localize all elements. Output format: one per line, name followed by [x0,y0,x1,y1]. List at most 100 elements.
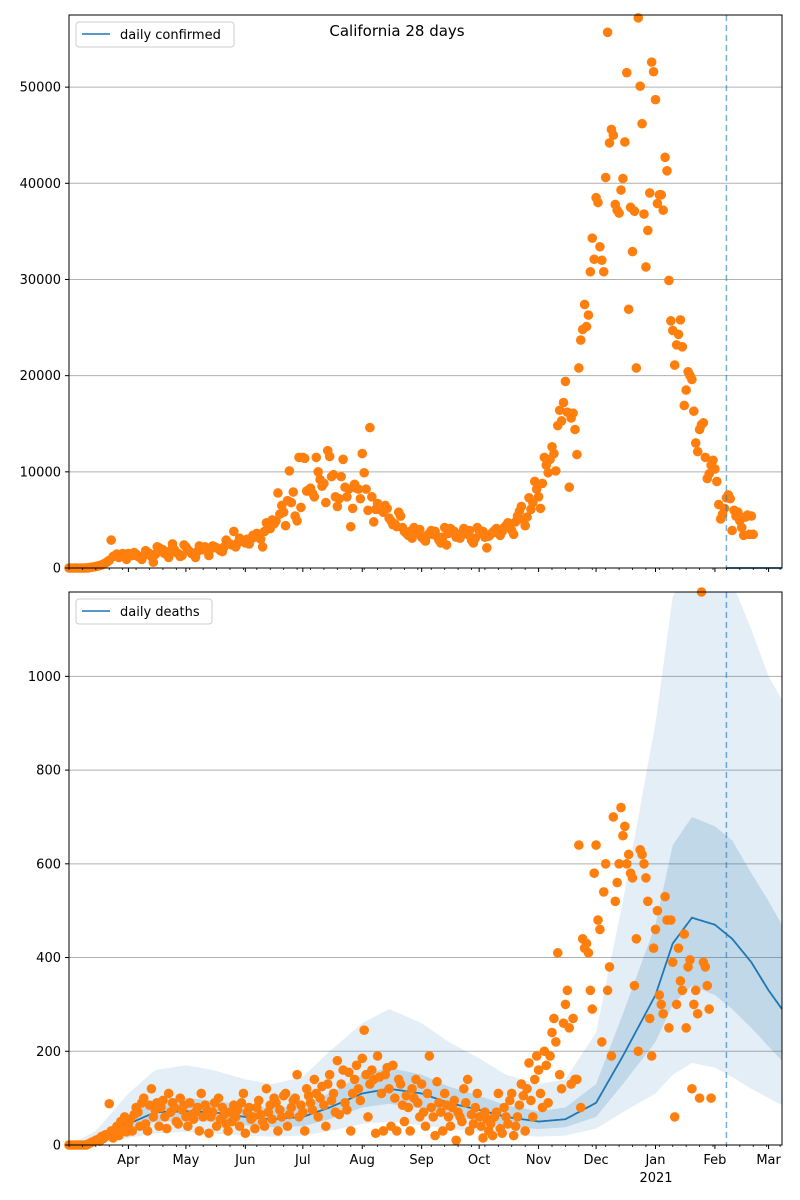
death-point [430,1130,440,1141]
death-point [261,1083,272,1094]
confirmed-point [572,449,582,460]
death-point [259,1121,270,1132]
death-point [407,1083,417,1094]
confirmed-panel: 0 10000 20000 30000 40000 50000 daily confirm… [20,13,783,577]
death-point [639,859,649,869]
death-point [196,1088,207,1099]
confirmed-point [690,438,701,448]
death-point [654,990,665,1000]
death-point [401,1090,412,1101]
confirmed-y-tick-label: 10000 [20,465,61,480]
death-point [600,859,611,869]
death-point [510,1121,521,1132]
deaths-x-tick-label: Dec [584,1153,609,1168]
death-point [641,873,651,883]
death-point [133,1107,143,1117]
death-point [526,1095,536,1106]
death-point [572,1074,582,1085]
confirmed-point [363,505,373,516]
death-point [280,1088,291,1099]
death-point [158,1095,168,1106]
confirmed-point [516,501,527,512]
death-point [497,1128,507,1139]
confirmed-point [664,275,674,286]
death-point [351,1060,362,1071]
death-point [267,1114,277,1125]
confirmed-point [650,94,661,105]
confirmed-legend-box [75,21,235,48]
death-point [161,1123,172,1134]
confirmed-point [687,374,697,385]
confirmed-point [529,476,540,487]
death-point [595,924,605,935]
death-point [376,1088,387,1099]
death-point [422,1088,433,1099]
death-point [238,1088,249,1099]
confirmed-point [464,525,475,536]
death-point [631,933,642,944]
death-point [689,999,699,1010]
death-point [478,1133,488,1143]
death-point [445,1121,456,1132]
confirmed-point [608,130,619,141]
death-point [355,1095,366,1106]
death-point [564,1023,575,1033]
death-point [597,1037,607,1047]
confirmed-point [616,185,626,195]
confirmed-point [336,471,346,482]
confirmed-point [311,452,322,463]
death-point [271,1098,281,1108]
death-point [328,1088,339,1099]
death-point [666,915,676,925]
death-point [499,1102,509,1113]
confirmed-point [574,363,584,373]
confirmed-y-tick-label: 20000 [20,369,61,384]
confirmed-point [319,478,329,489]
confirmed-point [359,467,369,478]
confirmed-point [338,454,348,465]
death-point [405,1126,415,1136]
death-point [282,1121,293,1132]
death-point [522,1083,532,1094]
confirmed-point [604,138,615,148]
death-point [562,985,573,996]
death-point [363,1112,373,1122]
death-point [585,985,596,996]
death-point [457,1116,467,1127]
confirmed-point [620,137,630,147]
death-point [248,1112,258,1122]
confirmed-point [710,464,720,474]
death-point [313,1112,323,1122]
death-point [439,1088,450,1099]
confirmed-point [299,453,310,464]
deaths-x-tick-label: Feb [703,1153,726,1168]
death-point [614,859,624,869]
confirmed-point [677,342,688,352]
confirmed-point [560,376,571,387]
death-point [591,840,601,850]
confirmed-point [328,469,339,480]
confirmed-point [296,502,306,513]
death-point [644,1013,655,1024]
confirmed-point [284,466,295,476]
death-point [583,948,594,958]
confirmed-point [627,246,638,257]
confirmed-point [644,188,655,198]
deaths-legend: daily deaths [75,598,213,625]
death-point [459,1083,469,1094]
confirmed-y-tick-label: 50000 [20,81,61,96]
confirmed-point [549,448,559,459]
death-point [669,1112,680,1122]
death-point [468,1119,479,1129]
confirmed-point [570,424,580,435]
death-point [677,985,688,996]
death-point [503,1119,513,1129]
confirmed-point [635,81,645,91]
confirmed-point [700,452,711,463]
confirmed-point [652,198,663,209]
death-point [169,1102,180,1113]
confirmed-point [637,118,647,129]
death-point [543,1098,553,1108]
death-point [658,1008,668,1019]
death-point [610,896,621,907]
